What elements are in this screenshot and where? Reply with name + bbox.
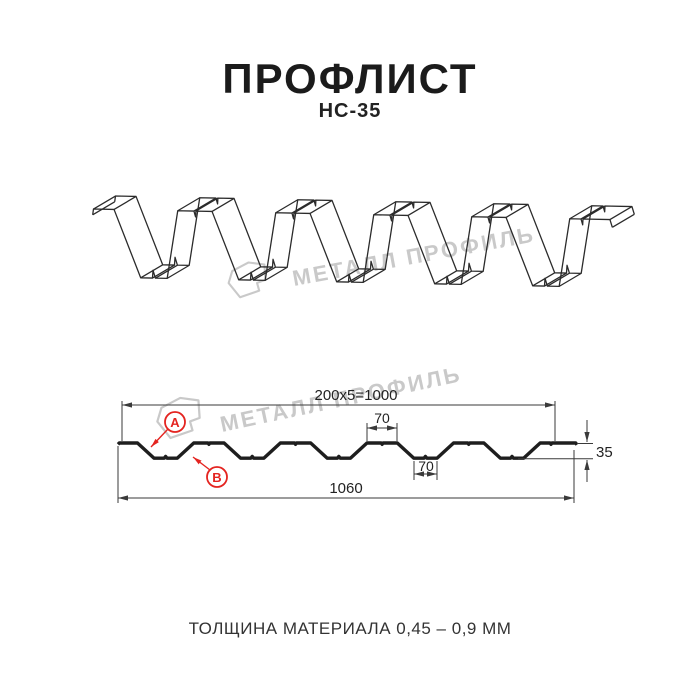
dimension-top-width-label: 200x5=1000	[315, 387, 398, 404]
cross-section-drawing: 200x5=1000 70 70 35	[117, 387, 613, 503]
dimension-total-width	[117, 446, 575, 503]
callout-a: А	[150, 411, 186, 448]
callout-b: В	[192, 456, 228, 488]
watermark-logo-top	[227, 261, 267, 299]
dimension-top-width	[121, 401, 556, 441]
dimension-valley-width-label: 70	[418, 458, 434, 474]
dimension-crest-width-label: 70	[374, 410, 390, 426]
dimension-height-label: 35	[596, 444, 613, 461]
profile-3d-drawing	[90, 194, 643, 289]
page-title: ПРОФЛИСТ	[222, 55, 478, 102]
callout-a-label: А	[170, 415, 180, 430]
thickness-note: ТОЛЩИНА МАТЕРИАЛА 0,45 – 0,9 ММ	[188, 619, 512, 638]
dimension-total-width-label: 1060	[329, 480, 362, 497]
product-model: НС-35	[318, 100, 382, 122]
callout-b-label: В	[212, 470, 221, 485]
dimension-crest-width	[366, 423, 398, 441]
extrusion-lines	[90, 196, 643, 289]
extension-lines	[121, 401, 556, 441]
dimension-height	[518, 420, 593, 482]
dimension-valley-width	[413, 461, 438, 480]
